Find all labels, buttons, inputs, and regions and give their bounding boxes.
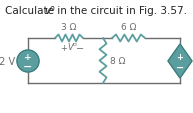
Text: +: +: [61, 44, 67, 53]
Text: 6 Ω: 6 Ω: [121, 23, 136, 32]
Text: 3 Ω: 3 Ω: [61, 23, 77, 32]
Circle shape: [17, 51, 39, 72]
Text: V: V: [67, 43, 73, 52]
Text: o: o: [50, 4, 55, 13]
Text: −: −: [23, 61, 33, 71]
Text: −: −: [76, 44, 84, 54]
Text: 12 V: 12 V: [0, 56, 15, 66]
Text: −: −: [176, 62, 184, 72]
Text: o: o: [73, 42, 76, 47]
Polygon shape: [168, 45, 192, 78]
Text: v: v: [44, 6, 50, 16]
Text: Calculate: Calculate: [5, 6, 57, 16]
Text: 8 Ω: 8 Ω: [110, 57, 125, 66]
Text: +: +: [177, 52, 184, 61]
Text: in the circuit in Fig. 3.57.: in the circuit in Fig. 3.57.: [54, 6, 187, 16]
Text: +: +: [24, 53, 32, 62]
